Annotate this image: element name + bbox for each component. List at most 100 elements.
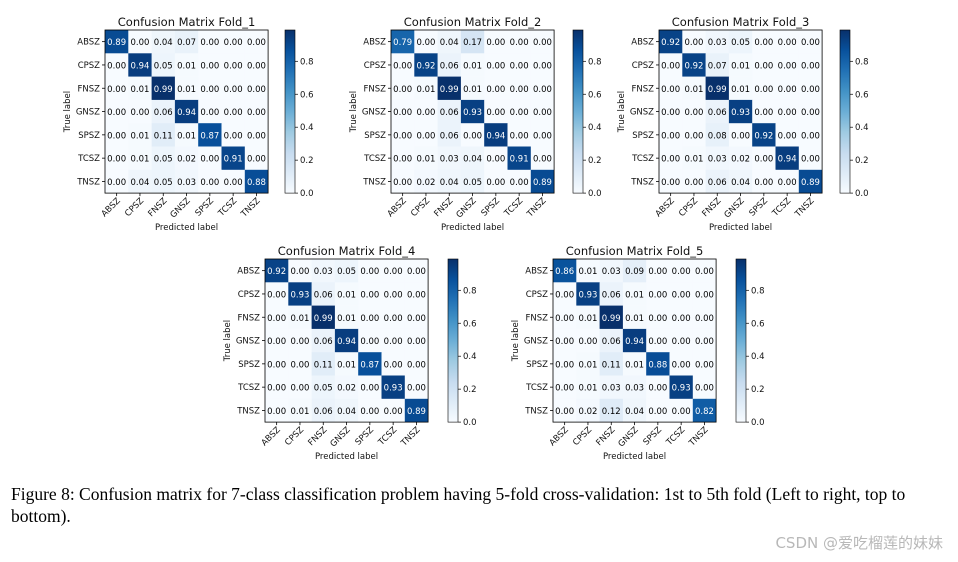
cell-value-label: 0.00 [533,131,552,141]
cell-value-label: 0.00 [661,61,680,71]
matrix-cell [128,99,152,124]
cell-value-label: 0.04 [440,38,459,48]
matrix-cell [530,169,555,194]
matrix-cell [659,53,683,77]
cell-value-label: 0.00 [247,155,266,165]
matrix-cell [682,169,706,194]
cell-value-label: 0.00 [200,38,219,48]
cell-value-label: 0.00 [754,85,773,95]
matrix-cell [460,76,485,101]
matrix-cell [775,146,800,171]
matrix-cell [682,53,706,77]
cell-value-label: 0.00 [247,38,266,48]
matrix-cell [752,76,776,101]
y-tick-label: CPSZ [526,290,548,300]
matrix-cell [311,375,336,400]
matrix-cell [288,352,312,376]
matrix-cell [553,259,577,283]
matrix-cell [530,146,555,171]
y-tick-label: SPSZ [632,131,654,141]
matrix-cell [414,53,438,77]
cell-value-label: 0.92 [267,267,286,277]
cell-value-label: 0.00 [360,267,379,277]
matrix-cell [358,375,382,400]
colorbar-tick-label: 0.4 [463,352,477,362]
matrix-cell [752,53,776,77]
matrix-cell [752,169,776,194]
matrix-cell [151,76,176,101]
cell-value-label: 0.00 [533,61,552,71]
cell-value-label: 0.00 [695,384,714,394]
y-tick-label: ABSZ [237,267,260,277]
cell-value-label: 0.00 [510,131,529,141]
cell-value-label: 0.01 [684,85,703,95]
matrix-cell [728,53,753,77]
matrix-cell [221,53,246,77]
x-tick-label: ABSZ [654,196,677,219]
matrix-cell [646,305,670,330]
matrix-cell [576,352,600,376]
matrix-cell [775,76,800,101]
colorbar-tick-label: 0.6 [300,90,314,100]
cell-value-label: 0.06 [708,178,727,188]
cell-value-label: 0.00 [107,155,126,165]
x-tick-label: CPSZ [409,196,432,219]
matrix-cell [244,99,269,124]
x-tick-label: FNSZ [306,425,329,448]
cell-value-label: 0.00 [247,131,266,141]
matrix-cell [391,169,415,194]
matrix-cell [404,259,429,283]
colorbar-tick-label: 0.0 [855,189,869,199]
cell-value-label: 0.00 [695,337,714,347]
cell-value-label: 0.01 [731,61,750,71]
x-tick-label: GNSZ [169,196,193,220]
matrix-cell [311,282,336,306]
chart-title: Confusion Matrix Fold_3 [672,15,810,29]
matrix-cell [174,146,199,171]
matrix-cell [105,53,129,77]
y-tick-label: TCSZ [525,383,548,393]
cell-value-label: 0.06 [440,131,459,141]
colorbar [735,258,747,423]
matrix-cell [437,99,462,124]
y-tick-label: GNSZ [524,337,548,347]
cell-value-label: 0.03 [602,384,621,394]
matrix-cell [692,259,717,283]
cell-value-label: 0.01 [625,314,644,324]
cell-value-label: 0.00 [290,360,309,370]
y-tick-label: SPSZ [78,131,100,141]
cell-value-label: 0.94 [130,61,149,71]
matrix-cell [728,169,753,194]
matrix-cell [381,398,406,423]
matrix-cell [221,99,246,124]
x-tick-label: GNSZ [329,425,353,449]
x-tick-label: SPSZ [354,425,377,448]
matrix-cell [265,352,289,376]
colorbar-tick-label: 0.4 [588,123,602,133]
matrix-cell [414,30,438,54]
cell-value-label: 0.06 [602,290,621,300]
cell-value-label: 0.00 [510,61,529,71]
matrix-cell [576,305,600,330]
cell-value-label: 0.00 [801,85,820,95]
matrix-cell [460,99,485,124]
cell-value-label: 0.00 [384,407,403,417]
cell-value-label: 0.06 [314,337,333,347]
matrix-cell [775,169,800,194]
matrix-cell [599,305,624,330]
x-tick-label: TCSZ [216,196,239,219]
matrix-cell [692,352,717,376]
matrix-cell [174,53,199,77]
cell-value-label: 0.89 [107,38,126,48]
matrix-cell [265,305,289,330]
matrix-cell [381,375,406,400]
matrix-cell [151,169,176,194]
cell-value-label: 0.00 [801,38,820,48]
y-tick-label: TCSZ [77,154,100,164]
matrix-cell [404,352,429,376]
matrix-cell [414,99,438,124]
figure-caption: Figure 8: Confusion matrix for 7-class c… [11,484,906,526]
cell-value-label: 0.04 [337,407,356,417]
matrix-cell [576,375,600,400]
cell-value-label: 0.00 [801,108,820,118]
